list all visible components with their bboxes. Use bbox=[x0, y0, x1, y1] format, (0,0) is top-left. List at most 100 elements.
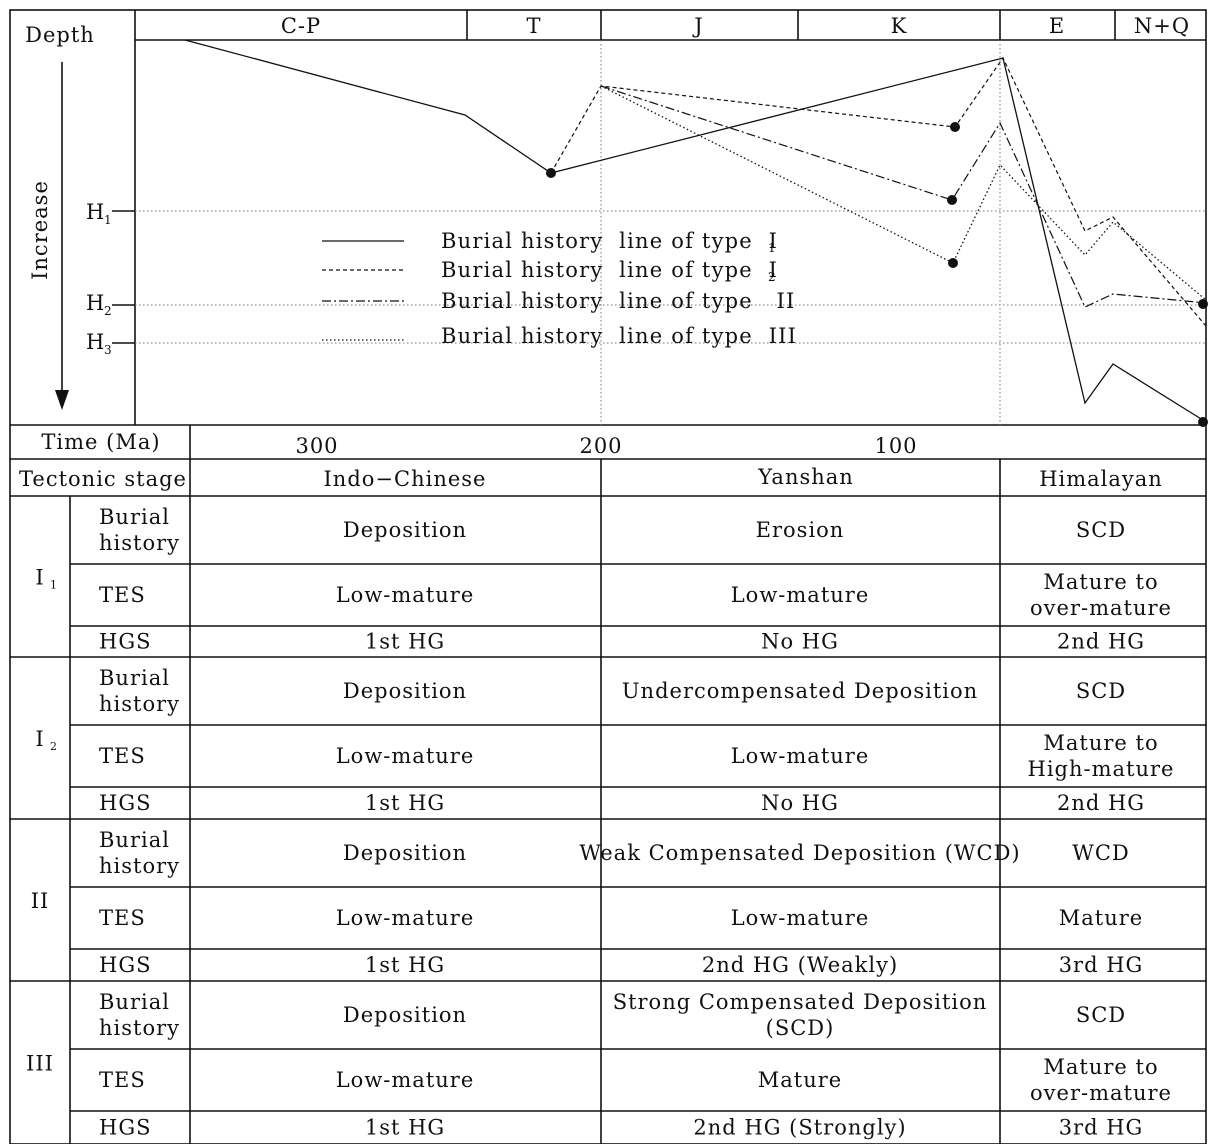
type-group-subscript: 2 bbox=[50, 740, 57, 753]
period-label: E bbox=[1049, 14, 1065, 38]
stage-header-himalayan: Himalayan bbox=[1039, 467, 1163, 491]
table-cell: 1st HG bbox=[365, 1116, 445, 1140]
event-point bbox=[1198, 417, 1208, 427]
event-point bbox=[947, 195, 957, 205]
table-cell: 2nd HG (Strongly) bbox=[693, 1116, 906, 1140]
table-cell: High-mature bbox=[1028, 757, 1175, 781]
table-cell: Deposition bbox=[343, 1003, 467, 1027]
table-cell: Mature to bbox=[1043, 731, 1158, 755]
time-tick: 300 bbox=[295, 434, 338, 458]
depth-markers: H 1 H 2 H 3 bbox=[86, 200, 135, 357]
depth-marker-h1: H 1 bbox=[86, 200, 135, 227]
stage-header-yanshan: Yanshan bbox=[757, 465, 854, 489]
table-cell: Deposition bbox=[343, 841, 467, 865]
row-label: Burial bbox=[99, 666, 170, 690]
row-label: HGS bbox=[99, 791, 151, 815]
event-point bbox=[948, 258, 958, 268]
legend: Burial history line of type I 1 Burial h… bbox=[322, 229, 796, 348]
type-group-label: III bbox=[26, 1052, 54, 1076]
svg-text:2: 2 bbox=[768, 270, 776, 284]
table-cell: Strong Compensated Deposition bbox=[613, 990, 988, 1014]
event-point bbox=[950, 122, 960, 132]
row-label: TES bbox=[99, 1068, 146, 1092]
stage-header-indo-chinese: Indo−Chinese bbox=[324, 467, 487, 491]
period-label: N+Q bbox=[1134, 14, 1190, 38]
curve-type-ii bbox=[600, 85, 1207, 308]
row-label: Burial bbox=[99, 505, 170, 529]
row-label: history bbox=[99, 1016, 180, 1040]
table-cell: 1st HG bbox=[365, 791, 445, 815]
type-group-subscript: 1 bbox=[50, 579, 57, 592]
table-cell: SCD bbox=[1076, 1003, 1126, 1027]
row-label: history bbox=[99, 854, 180, 878]
type-group-label: I bbox=[35, 727, 44, 751]
table-cell: Mature bbox=[758, 1068, 842, 1092]
depth-axis-label: Depth bbox=[25, 23, 95, 47]
table-cell: Mature to bbox=[1043, 570, 1158, 594]
svg-text:1: 1 bbox=[104, 213, 112, 227]
table-cell: 1st HG bbox=[365, 630, 445, 654]
stage-table: Tectonic stage Indo−Chinese Yanshan Hima… bbox=[10, 459, 1206, 1144]
period-label: C-P bbox=[281, 14, 321, 38]
increase-label: Increase bbox=[28, 180, 52, 280]
table-cell: Erosion bbox=[756, 518, 845, 542]
table-cell: Low-mature bbox=[336, 906, 475, 930]
period-label: K bbox=[891, 14, 908, 38]
table-cell: Low-mature bbox=[336, 744, 475, 768]
table-cell: WCD bbox=[1072, 841, 1130, 865]
depth-marker-h2: H 2 bbox=[86, 291, 135, 318]
row-label: history bbox=[99, 692, 180, 716]
row-label: TES bbox=[99, 583, 146, 607]
table-cell: (SCD) bbox=[766, 1016, 835, 1040]
row-label: HGS bbox=[99, 1116, 151, 1140]
table-cell: Mature bbox=[1059, 906, 1143, 930]
table-cell: Weak Compensated Deposition (WCD) bbox=[579, 841, 1020, 865]
svg-text:Burial history line of type: Burial history line of type I bbox=[441, 229, 778, 253]
table-cell: 2nd HG bbox=[1057, 791, 1145, 815]
svg-text:Burial history line of type: Burial history line of type II bbox=[441, 289, 796, 313]
table-cell: Low-mature bbox=[336, 1068, 475, 1092]
table-cell: 3rd HG bbox=[1059, 1116, 1144, 1140]
table-cell: Undercompensated Deposition bbox=[622, 679, 978, 703]
event-point bbox=[546, 168, 556, 178]
curve-type-i2 bbox=[550, 56, 1207, 327]
svg-text:H: H bbox=[86, 330, 105, 354]
row-label: HGS bbox=[99, 630, 151, 654]
period-label: T bbox=[526, 14, 541, 38]
time-tick: 200 bbox=[579, 434, 622, 458]
type-group-label: II bbox=[31, 889, 50, 913]
table-cell: over-mature bbox=[1030, 596, 1172, 620]
svg-text:H: H bbox=[86, 291, 105, 315]
time-tick: 100 bbox=[874, 434, 917, 458]
row-label: history bbox=[99, 531, 180, 555]
event-point bbox=[1198, 299, 1208, 309]
table-cell: No HG bbox=[761, 630, 839, 654]
table-cell: 2nd HG bbox=[1057, 630, 1145, 654]
depth-marker-h3: H 3 bbox=[86, 330, 135, 357]
table-cell: over-mature bbox=[1030, 1081, 1172, 1105]
curve-type-iii bbox=[600, 85, 1207, 301]
table-cell: 2nd HG (Weakly) bbox=[702, 953, 898, 977]
type-group-label: I bbox=[35, 566, 44, 590]
table-cell: 1st HG bbox=[365, 953, 445, 977]
row-label: TES bbox=[99, 744, 146, 768]
depth-arrow-icon bbox=[55, 62, 69, 410]
chart-frame bbox=[9, 9, 1207, 1144]
legend-item-type-iii: Burial history line of type III bbox=[322, 324, 796, 348]
table-cell: SCD bbox=[1076, 679, 1126, 703]
legend-item-type-ii: Burial history line of type II bbox=[322, 289, 796, 313]
table-cell: Deposition bbox=[343, 518, 467, 542]
burial-curves bbox=[184, 39, 1207, 423]
svg-text:3: 3 bbox=[104, 343, 112, 357]
period-label: J bbox=[692, 14, 703, 38]
svg-text:2: 2 bbox=[104, 304, 112, 318]
svg-text:Burial history line of type: Burial history line of type I bbox=[441, 258, 778, 282]
legend-item-type-i2: Burial history line of type I 2 bbox=[322, 258, 778, 284]
legend-item-type-i1: Burial history line of type I 1 bbox=[322, 229, 778, 255]
table-cell: 3rd HG bbox=[1059, 953, 1144, 977]
svg-text:H: H bbox=[86, 200, 105, 224]
table-cell: Mature to bbox=[1043, 1055, 1158, 1079]
reference-gridlines bbox=[135, 40, 1206, 425]
